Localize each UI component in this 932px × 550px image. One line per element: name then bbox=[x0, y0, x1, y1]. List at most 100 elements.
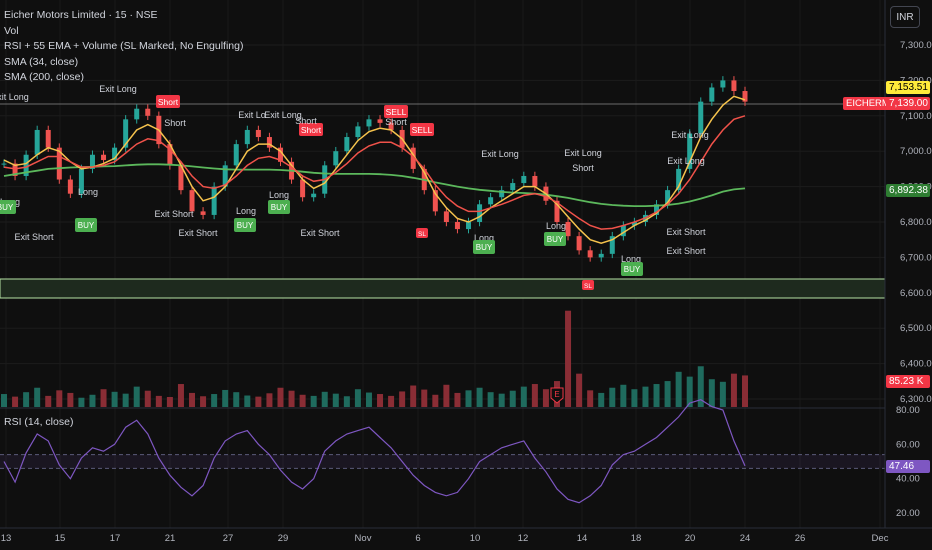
volume-bar bbox=[465, 390, 472, 407]
volume-bar bbox=[675, 371, 682, 407]
stop-loss-text: SL bbox=[418, 231, 426, 238]
volume-bar bbox=[509, 390, 516, 407]
volume-bar bbox=[631, 389, 638, 407]
volume-bar bbox=[454, 392, 461, 407]
candle-body bbox=[56, 147, 62, 180]
volume-bar bbox=[122, 393, 129, 407]
price-tick-label: 6,800.00 bbox=[900, 217, 932, 228]
currency-button[interactable]: INR bbox=[890, 6, 920, 28]
volume-bar bbox=[67, 392, 74, 407]
volume-bar bbox=[708, 379, 715, 407]
time-tick-label: 27 bbox=[223, 533, 234, 544]
volume-bar bbox=[288, 390, 295, 407]
signal-label: Exit Short bbox=[666, 246, 706, 256]
candle-body bbox=[101, 154, 107, 161]
price-tick-label: 7,000.00 bbox=[900, 146, 932, 157]
candle-body bbox=[609, 236, 615, 254]
volume-bar bbox=[133, 386, 140, 407]
stop-loss-box bbox=[416, 228, 428, 238]
symbol-title[interactable]: Eicher Motors Limited · 15 · NSE bbox=[4, 9, 158, 21]
signal-label: Exit Short bbox=[14, 232, 54, 242]
sell-signal-box bbox=[410, 123, 434, 136]
earnings-marker-icon bbox=[550, 387, 564, 404]
candle-body bbox=[45, 129, 51, 148]
rsi-pane-legend[interactable]: RSI (14, close) bbox=[4, 416, 74, 428]
volume-bar bbox=[520, 386, 527, 407]
candle-body bbox=[211, 186, 217, 215]
candle-body bbox=[244, 129, 250, 145]
buy-signal-text: BUY bbox=[78, 221, 95, 230]
volume-bar bbox=[498, 393, 505, 407]
time-tick-label: Nov bbox=[355, 533, 372, 544]
candle-body bbox=[178, 165, 184, 191]
rsi-band bbox=[0, 454, 885, 469]
volume-bar bbox=[664, 381, 671, 407]
buy-signal-box bbox=[268, 200, 290, 214]
time-tick-label: 6 bbox=[415, 533, 420, 544]
signal-label: Exit Long bbox=[264, 110, 302, 120]
candle-body bbox=[145, 108, 151, 116]
volume-bar bbox=[531, 384, 538, 407]
volume-bar bbox=[244, 395, 251, 407]
volume-bar bbox=[487, 392, 494, 407]
volume-bar bbox=[321, 391, 328, 407]
volume-bar bbox=[233, 392, 240, 407]
sell-signal-box bbox=[156, 95, 180, 108]
signal-label: Exit Lo bbox=[238, 110, 266, 120]
candle-body bbox=[277, 147, 283, 162]
indicator-legend-sma200[interactable]: SMA (200, close) bbox=[4, 71, 84, 83]
price-tick-label: 6,700.00 bbox=[900, 252, 932, 263]
signal-label: Exit Short bbox=[300, 228, 340, 238]
candle-body bbox=[443, 211, 449, 222]
rsi-tick-label: 20.00 bbox=[896, 508, 920, 519]
volume-bar bbox=[642, 386, 649, 407]
signal-label: Short bbox=[295, 116, 317, 126]
volume-bar bbox=[697, 366, 704, 407]
volume-bar bbox=[222, 389, 229, 407]
candle-body bbox=[311, 193, 317, 198]
ema55-line bbox=[3, 115, 746, 230]
candle-body bbox=[266, 137, 272, 148]
volume-bar bbox=[200, 396, 207, 407]
time-tick-label: 26 bbox=[795, 533, 806, 544]
volume-bar bbox=[443, 384, 450, 407]
sell-signal-box bbox=[384, 105, 408, 118]
sma34-line bbox=[3, 95, 746, 244]
candle-body bbox=[709, 87, 715, 102]
buy-signal-text: BUY bbox=[271, 203, 288, 212]
buy-signal-box bbox=[544, 232, 566, 246]
volume-bar bbox=[388, 395, 395, 407]
volume-bar bbox=[653, 384, 660, 407]
price-tick-label: 6,500.00 bbox=[900, 323, 932, 334]
rsi-tick-label: 60.00 bbox=[896, 439, 920, 450]
signal-label: Exit Long bbox=[481, 149, 519, 159]
volume-bar bbox=[609, 387, 616, 407]
sell-signal-text: SELL bbox=[412, 125, 433, 135]
price-tag-sma34: 7,153.51 bbox=[886, 81, 930, 94]
volume-bar bbox=[598, 392, 605, 407]
candle-body bbox=[598, 253, 604, 258]
candle-body bbox=[167, 144, 173, 166]
volume-bar bbox=[476, 387, 483, 407]
candle-body bbox=[89, 154, 95, 169]
indicator-legend-sma34[interactable]: SMA (34, close) bbox=[4, 55, 79, 68]
indicator-legend-vol[interactable]: Vol bbox=[4, 24, 19, 37]
volume-bar bbox=[377, 394, 384, 407]
candle-body bbox=[366, 119, 372, 127]
price-tick-label: 6,400.00 bbox=[900, 359, 932, 370]
candle-body bbox=[720, 80, 726, 88]
buy-signal-box bbox=[75, 218, 97, 232]
time-tick-label: 12 bbox=[518, 533, 529, 544]
volume-bar bbox=[277, 387, 284, 407]
signal-label: Exit Short bbox=[666, 227, 706, 237]
candle-body bbox=[499, 190, 505, 198]
signal-label: Long bbox=[236, 206, 256, 216]
volume-bar bbox=[211, 394, 218, 407]
candle-body bbox=[23, 154, 29, 176]
candle-body bbox=[78, 168, 84, 194]
buy-signal-text: BUY bbox=[476, 243, 493, 252]
indicator-legend-rsi-ema[interactable]: RSI + 55 EMA + Volume (SL Marked, No Eng… bbox=[4, 40, 244, 52]
candle-body bbox=[333, 151, 339, 166]
sell-signal-text: SELL bbox=[386, 107, 407, 117]
